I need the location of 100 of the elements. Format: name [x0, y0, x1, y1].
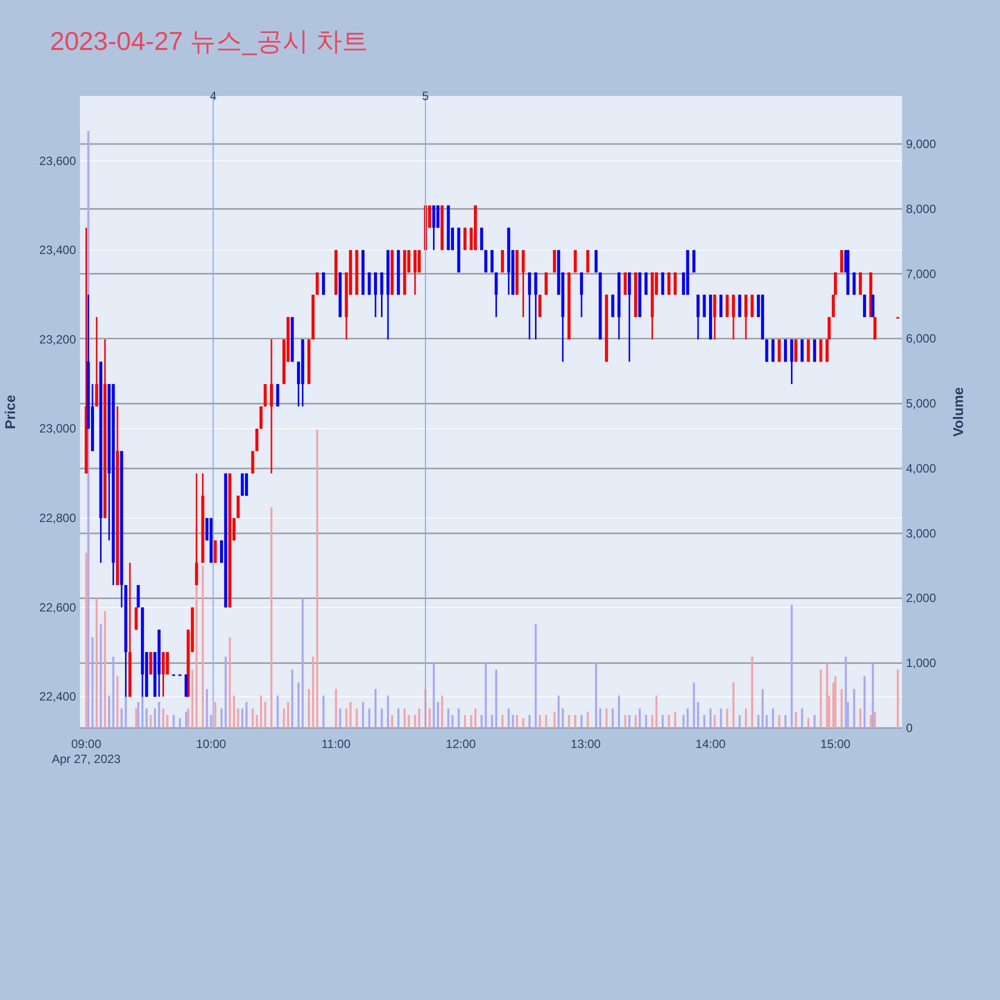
bar [260, 696, 262, 728]
bar [154, 708, 156, 728]
candlestick [713, 294, 716, 340]
bar [744, 708, 747, 728]
y2-tick-label: 5,000 [906, 396, 936, 411]
bar [674, 712, 676, 728]
candlestick [500, 249, 504, 274]
candlestick [771, 338, 774, 363]
bar [778, 715, 780, 728]
bar [436, 702, 439, 728]
candlestick [819, 338, 822, 363]
bar [141, 696, 144, 728]
candlestick [674, 272, 677, 296]
y-tick-label: 23,200 [39, 332, 76, 346]
bar [120, 708, 123, 728]
candlestick [251, 450, 254, 474]
y2-axis-title: Volume [950, 387, 966, 437]
bar [896, 670, 899, 728]
bar [291, 670, 294, 728]
bar [874, 712, 876, 728]
bar [751, 656, 754, 728]
y-tick-label: 22,600 [39, 600, 76, 614]
bar [339, 708, 342, 728]
bar [703, 715, 706, 728]
bar [220, 708, 223, 728]
bar [276, 696, 279, 728]
bar [124, 696, 127, 728]
bar [428, 708, 431, 728]
y2-tick-label: 6,000 [906, 332, 936, 346]
bar [562, 708, 564, 728]
bar [844, 656, 847, 728]
bar [104, 611, 106, 728]
bar [116, 676, 118, 728]
bar [162, 708, 164, 728]
candlestick [644, 272, 648, 296]
bar [508, 708, 510, 728]
bar [528, 715, 530, 728]
bar [100, 624, 102, 728]
candlestick [136, 584, 140, 608]
ref-line-label: 5 [422, 89, 430, 103]
bar [224, 656, 227, 728]
bar [206, 689, 208, 728]
candlestick [580, 272, 584, 318]
bar [447, 708, 450, 728]
bar [568, 715, 570, 728]
bar [599, 708, 602, 728]
bar [605, 708, 608, 728]
bar [840, 689, 843, 728]
bar [814, 715, 816, 728]
bar [522, 718, 524, 728]
candlestick [166, 651, 169, 676]
bar [441, 696, 444, 728]
candlestick [594, 249, 598, 274]
bar [432, 663, 435, 728]
y-axis-title: Price [2, 394, 18, 430]
bar [452, 715, 454, 728]
bar [345, 708, 348, 728]
bar [470, 715, 472, 728]
bar [228, 637, 231, 728]
bar [108, 696, 110, 728]
bar [655, 696, 658, 728]
y2-tick-label: 2,000 [906, 591, 936, 606]
candlestick [667, 272, 670, 296]
candlestick [484, 249, 488, 274]
candlestick [628, 272, 631, 363]
y-tick-label: 23,600 [39, 154, 76, 168]
bar [308, 689, 310, 728]
bar [391, 715, 394, 728]
bar [872, 663, 874, 728]
bar [241, 708, 244, 728]
candlestick [374, 272, 378, 318]
bar [790, 604, 793, 728]
bar [302, 598, 304, 728]
bar [697, 702, 700, 728]
bar [586, 712, 589, 728]
bar [553, 712, 556, 728]
bar [484, 663, 487, 728]
y-tick-label: 23,000 [39, 422, 76, 436]
ref-line-label: 4 [210, 89, 217, 103]
bar [256, 715, 258, 728]
bar [864, 676, 866, 728]
candlestick [432, 204, 436, 251]
bar [534, 624, 537, 728]
candlestick [436, 204, 440, 229]
bar [397, 708, 400, 728]
bar [859, 708, 862, 728]
candlestick [380, 272, 384, 318]
bar [374, 689, 377, 728]
candlestick [624, 272, 627, 296]
candlestick [852, 272, 856, 296]
y-tick-label: 22,400 [39, 690, 76, 704]
bar [732, 682, 734, 728]
bar [870, 715, 872, 728]
bar [720, 708, 722, 728]
bar [91, 637, 94, 728]
candlestick [534, 272, 538, 340]
y2-tick-label: 9,000 [906, 137, 936, 152]
bar [232, 696, 235, 728]
x-tick-label: 14:00 [696, 737, 726, 751]
bar [645, 715, 648, 728]
